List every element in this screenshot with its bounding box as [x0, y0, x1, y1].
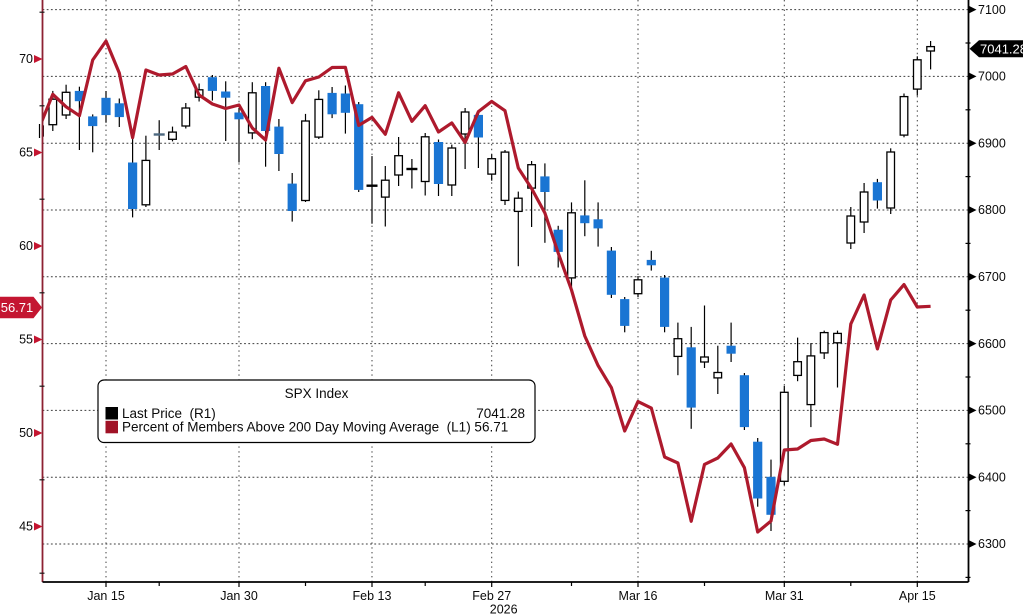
svg-text:60: 60: [19, 239, 33, 253]
svg-text:Mar 16: Mar 16: [619, 589, 658, 603]
svg-text:Mar 31: Mar 31: [765, 589, 804, 603]
svg-text:Feb 13: Feb 13: [353, 589, 392, 603]
svg-text:6900: 6900: [978, 136, 1006, 150]
svg-text:55: 55: [19, 333, 33, 347]
svg-text:Percent of Members Above 200 D: Percent of Members Above 200 Day Moving …: [122, 420, 508, 435]
svg-text:6700: 6700: [978, 270, 1006, 284]
svg-text:50: 50: [19, 426, 33, 440]
svg-text:7100: 7100: [978, 3, 1006, 17]
svg-text:SPX Index: SPX Index: [285, 386, 349, 401]
svg-text:Jan 15: Jan 15: [87, 589, 125, 603]
svg-text:56.71: 56.71: [1, 300, 34, 315]
svg-text:Feb 27: Feb 27: [472, 589, 511, 603]
svg-text:7000: 7000: [978, 70, 1006, 84]
svg-text:45: 45: [19, 520, 33, 534]
svg-text:6600: 6600: [978, 337, 1006, 351]
svg-text:6800: 6800: [978, 203, 1006, 217]
svg-text:65: 65: [19, 146, 33, 160]
svg-text:Last Price (R1): Last Price (R1): [122, 406, 216, 421]
svg-text:2026: 2026: [490, 603, 518, 616]
svg-text:Jan 30: Jan 30: [220, 589, 258, 603]
svg-text:7041.28: 7041.28: [476, 406, 525, 421]
svg-text:6500: 6500: [978, 404, 1006, 418]
svg-text:6400: 6400: [978, 470, 1006, 484]
svg-text:7041.28: 7041.28: [980, 41, 1023, 56]
svg-text:70: 70: [19, 52, 33, 66]
svg-text:Apr 15: Apr 15: [899, 589, 936, 603]
svg-text:6300: 6300: [978, 537, 1006, 551]
